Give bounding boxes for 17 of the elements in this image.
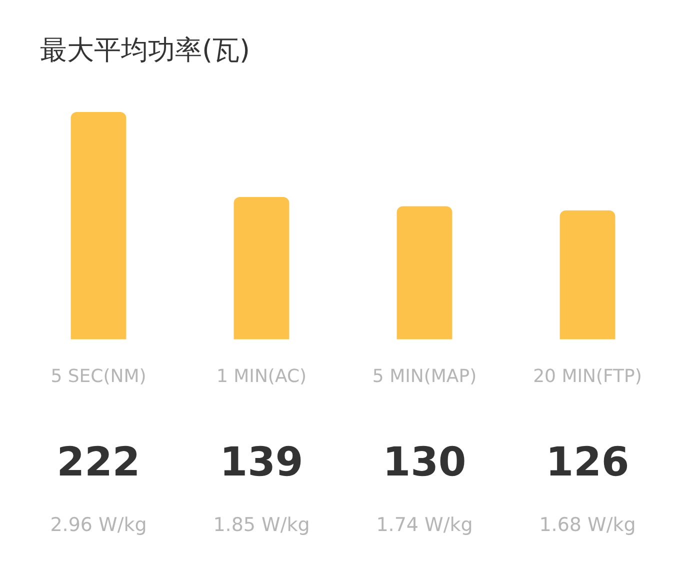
bar — [560, 210, 616, 340]
text: 2.96 W/kg — [50, 514, 147, 536]
data-label: 222 — [56, 439, 140, 486]
x-tick-label: 5 MIN(MAP) — [372, 366, 477, 387]
chart-title: 最大平均功率(瓦) — [40, 34, 250, 68]
x-tick-label: 20 MIN(FTP) — [533, 366, 642, 387]
x-tick-label: 1 MIN(AC) — [216, 366, 307, 387]
data-label: 126 — [546, 439, 630, 486]
text: 1.85 W/kg — [213, 514, 310, 536]
bar — [70, 112, 126, 340]
data-label: 139 — [220, 439, 304, 486]
bar — [234, 197, 290, 340]
data-label: 130 — [382, 439, 466, 486]
bar — [396, 206, 452, 340]
text: 1.68 W/kg — [539, 514, 636, 536]
text: 1.74 W/kg — [376, 514, 473, 536]
x-tick-label: 5 SEC(NM) — [50, 366, 146, 387]
